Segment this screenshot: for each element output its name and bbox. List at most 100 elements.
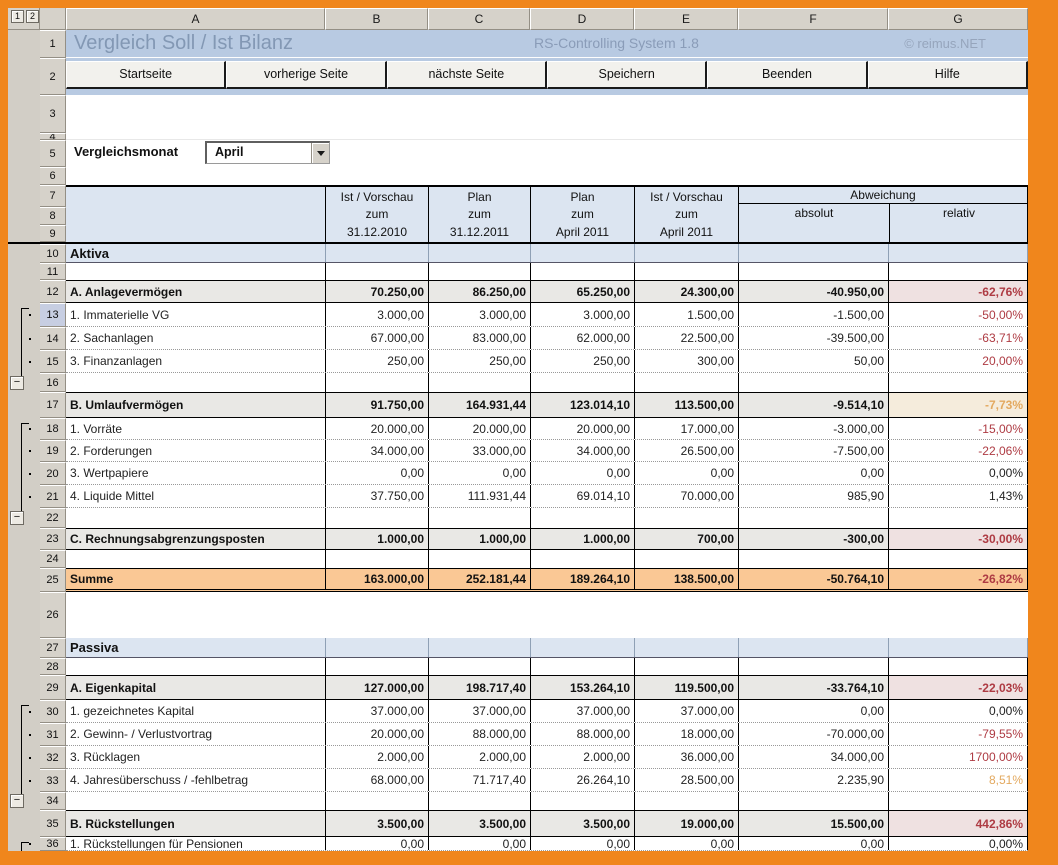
cell-D14[interactable]: 62.000,00 <box>530 327 634 349</box>
cell-F33[interactable]: 2.235,90 <box>738 769 888 791</box>
cell-G27[interactable] <box>888 638 1028 657</box>
cell-D17[interactable]: 123.014,10 <box>530 393 634 417</box>
column-header-D[interactable]: D <box>530 8 634 30</box>
cell-F19[interactable]: -7.500,00 <box>738 440 888 461</box>
cell-A16[interactable] <box>66 373 325 392</box>
cell-A30[interactable]: 1. gezeichnetes Kapital <box>70 704 195 718</box>
cell-A10[interactable]: Aktiva <box>70 245 110 261</box>
cell-G16[interactable] <box>888 373 1028 392</box>
row-number-27[interactable]: 27 <box>40 638 66 658</box>
column-header-B[interactable]: B <box>325 8 428 30</box>
row-number-16[interactable]: 16 <box>40 373 66 392</box>
cell-B18[interactable]: 20.000,00 <box>325 418 428 439</box>
row-number-6[interactable]: 6 <box>40 167 66 185</box>
column-header-G[interactable]: G <box>888 8 1028 30</box>
header-cell-c[interactable]: Plan zum 31.12.2011 <box>428 187 530 242</box>
row-number-10[interactable]: 10 <box>40 244 66 263</box>
cell-E11[interactable] <box>634 263 738 280</box>
cell-B20[interactable]: 0,00 <box>325 462 428 484</box>
cell-E23[interactable]: 700,00 <box>634 529 738 549</box>
cell-F10[interactable] <box>738 244 888 262</box>
cell-A31[interactable]: 2. Gewinn- / Verlustvortrag <box>70 727 213 741</box>
cell-F21[interactable]: 985,90 <box>738 485 888 507</box>
cell-C15[interactable]: 250,00 <box>428 350 530 372</box>
cell-C32[interactable]: 2.000,00 <box>428 746 530 768</box>
cell-C12[interactable]: 86.250,00 <box>428 281 530 302</box>
cell-C35[interactable]: 3.500,00 <box>428 811 530 836</box>
cell-D36[interactable]: 0,00 <box>530 837 634 850</box>
row-number-29[interactable]: 29 <box>40 675 66 700</box>
row-number-8[interactable]: 8 <box>40 207 66 225</box>
cell-E12[interactable]: 24.300,00 <box>634 281 738 302</box>
cell-D18[interactable]: 20.000,00 <box>530 418 634 439</box>
cell-G22[interactable] <box>888 508 1028 528</box>
cell-C14[interactable]: 83.000,00 <box>428 327 530 349</box>
cell-D31[interactable]: 88.000,00 <box>530 723 634 745</box>
cell-F14[interactable]: -39.500,00 <box>738 327 888 349</box>
cell-F24[interactable] <box>738 550 888 568</box>
row-number-25[interactable]: 25 <box>40 568 66 592</box>
cell-A13[interactable]: 1. Immaterielle VG <box>70 307 170 322</box>
cell-E14[interactable]: 22.500,00 <box>634 327 738 349</box>
cell-C24[interactable] <box>428 550 530 568</box>
cell-A11[interactable] <box>66 263 325 280</box>
cell-A19[interactable]: 2. Forderungen <box>70 443 153 458</box>
cell-A15[interactable]: 3. Finanzanlagen <box>70 354 163 368</box>
cell-A27[interactable]: Passiva <box>70 640 119 655</box>
cell-D30[interactable]: 37.000,00 <box>530 700 634 722</box>
cell-E19[interactable]: 26.500,00 <box>634 440 738 461</box>
cell-D34[interactable] <box>530 792 634 810</box>
cell-B30[interactable]: 37.000,00 <box>325 700 428 722</box>
row-number-21[interactable]: 21 <box>40 485 66 508</box>
cell-E15[interactable]: 300,00 <box>634 350 738 372</box>
cell-B31[interactable]: 20.000,00 <box>325 723 428 745</box>
cell-G15[interactable]: 20,00% <box>888 350 1028 372</box>
cell-A26[interactable] <box>66 592 325 638</box>
cell-F12[interactable]: -40.950,00 <box>738 281 888 302</box>
cell-B24[interactable] <box>325 550 428 568</box>
row-number-15[interactable]: 15 <box>40 350 66 373</box>
cell-B13[interactable]: 3.000,00 <box>325 303 428 326</box>
cell-A34[interactable] <box>66 792 325 810</box>
cell-G13[interactable]: -50,00% <box>888 303 1028 326</box>
cell-B17[interactable]: 91.750,00 <box>325 393 428 417</box>
cell-F20[interactable]: 0,00 <box>738 462 888 484</box>
row-number-17[interactable]: 17 <box>40 392 66 418</box>
cell-D27[interactable] <box>530 638 634 657</box>
row-number-5[interactable]: 5 <box>40 140 66 167</box>
row-number-20[interactable]: 20 <box>40 462 66 485</box>
cell-A21[interactable]: 4. Liquide Mittel <box>70 489 155 503</box>
cell-B10[interactable] <box>325 244 428 262</box>
outline-level-button-1[interactable]: 1 <box>11 10 24 23</box>
row-number-1[interactable]: 1 <box>40 30 66 58</box>
cell-B28[interactable] <box>325 658 428 675</box>
header-abweichung[interactable]: Abweichung <box>739 187 1027 204</box>
header-absolut[interactable]: absolut <box>794 206 834 220</box>
header-relativ[interactable]: relativ <box>889 204 1028 242</box>
cell-B33[interactable]: 68.000,00 <box>325 769 428 791</box>
cell-A12[interactable]: A. Anlagevermögen <box>70 284 183 299</box>
row-number-2[interactable]: 2 <box>40 58 66 95</box>
cell-G35[interactable]: 442,86% <box>888 811 1028 836</box>
column-header-C[interactable]: C <box>428 8 530 30</box>
cell-G31[interactable]: -79,55% <box>888 723 1028 745</box>
cell-D26[interactable] <box>530 592 634 638</box>
cell-C30[interactable]: 37.000,00 <box>428 700 530 722</box>
cell-A24[interactable] <box>66 550 325 568</box>
cell-G33[interactable]: 8,51% <box>888 769 1028 791</box>
cell-G21[interactable]: 1,43% <box>888 485 1028 507</box>
cell-F23[interactable]: -300,00 <box>738 529 888 549</box>
cell-D29[interactable]: 153.264,10 <box>530 676 634 699</box>
cell-F35[interactable]: 15.500,00 <box>738 811 888 836</box>
cell-F16[interactable] <box>738 373 888 392</box>
cell-C21[interactable]: 111.931,44 <box>428 485 530 507</box>
cell-B29[interactable]: 127.000,00 <box>325 676 428 699</box>
cell-F17[interactable]: -9.514,10 <box>738 393 888 417</box>
row-number-18[interactable]: 18 <box>40 418 66 440</box>
toolbar-button-4[interactable]: Beenden <box>707 61 868 89</box>
cell-B27[interactable] <box>325 638 428 657</box>
cell-A25[interactable]: Summe <box>70 572 114 586</box>
cell-B11[interactable] <box>325 263 428 280</box>
cell-A18[interactable]: 1. Vorräte <box>70 421 123 436</box>
cell-C19[interactable]: 33.000,00 <box>428 440 530 461</box>
